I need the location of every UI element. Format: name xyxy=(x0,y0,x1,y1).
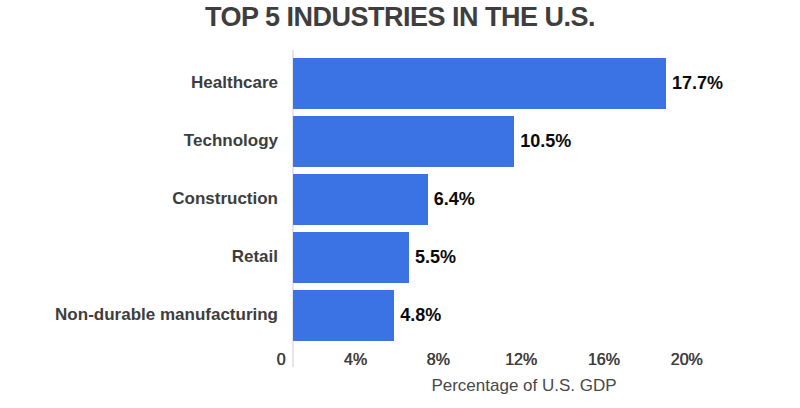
bar-row: Construction 6.4% xyxy=(0,174,800,225)
value-label: 17.7% xyxy=(672,58,723,109)
bar-row: Technology 10.5% xyxy=(0,116,800,167)
bar-row: Healthcare 17.7% xyxy=(0,58,800,109)
bar xyxy=(293,232,409,283)
bar xyxy=(293,58,666,109)
x-tick-label: 16% xyxy=(588,351,620,369)
x-tick-label: 0 xyxy=(277,351,286,369)
plot-area: Healthcare 17.7% Technology 10.5% Constructi… xyxy=(0,0,800,408)
value-label: 5.5% xyxy=(415,232,456,283)
bar-row: Non-durable manufacturing 4.8% xyxy=(0,290,800,341)
x-tick-label: 12% xyxy=(505,351,537,369)
category-label: Retail xyxy=(0,232,278,283)
bar xyxy=(293,116,514,167)
chart: TOP 5 INDUSTRIES IN THE U.S. Healthcare1… xyxy=(0,0,800,408)
category-label: Healthcare xyxy=(0,58,278,109)
x-axis-title: Percentage of U.S. GDP xyxy=(431,376,616,396)
bar xyxy=(293,174,428,225)
x-tick-label: 20% xyxy=(670,351,702,369)
x-tick-label: 4% xyxy=(344,351,367,369)
value-label: 6.4% xyxy=(434,174,475,225)
category-label: Technology xyxy=(0,116,278,167)
category-label: Non-durable manufacturing xyxy=(0,290,278,341)
bar xyxy=(293,290,394,341)
category-label: Construction xyxy=(0,174,278,225)
value-label: 10.5% xyxy=(520,116,571,167)
x-tick-label: 8% xyxy=(427,351,450,369)
bar-row: Retail 5.5% xyxy=(0,232,800,283)
value-label: 4.8% xyxy=(400,290,441,341)
